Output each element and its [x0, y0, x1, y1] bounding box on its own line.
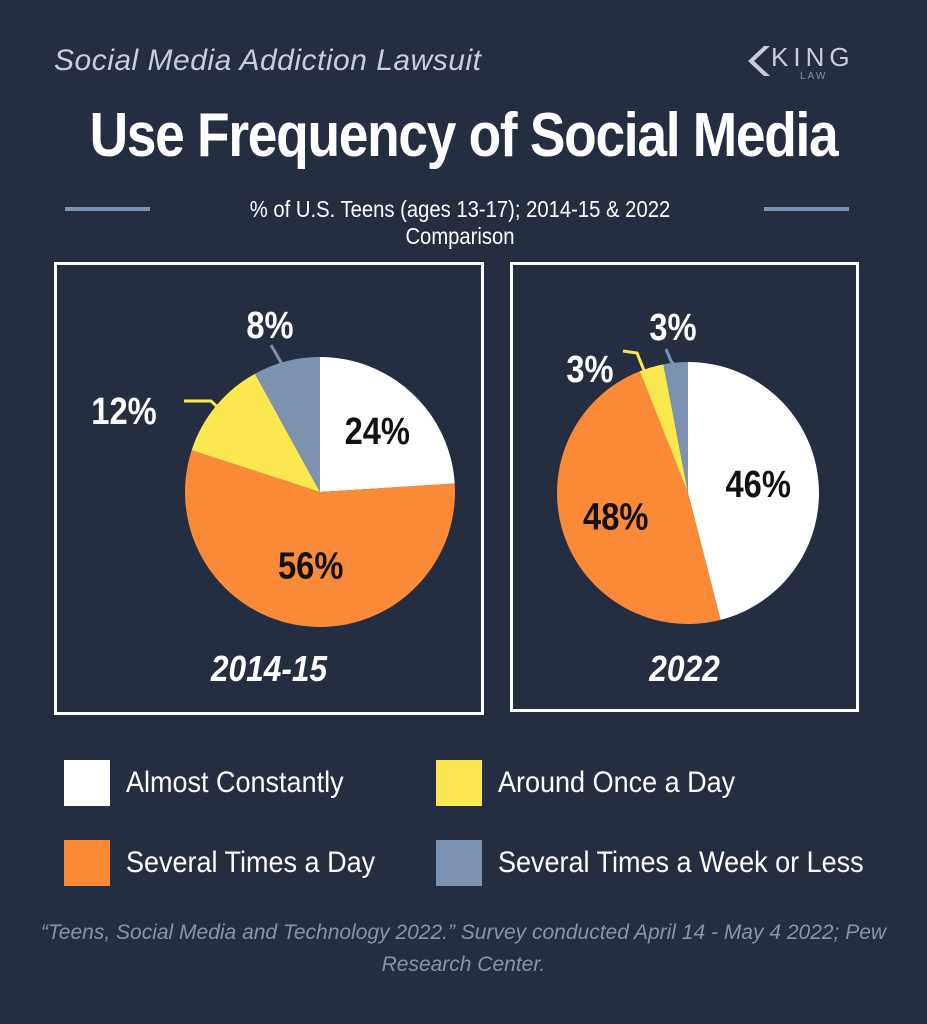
pie-slice-several-times-a-week-or-less — [254, 357, 320, 492]
chart-panel-2022: 46% 48% 3% 3% 2022 — [510, 262, 859, 712]
legend-label: Several Times a Day — [126, 846, 376, 879]
pie-label-around-once-a-day: 12% — [91, 390, 156, 433]
pie-label-several-times-a-day: 56% — [278, 544, 343, 587]
legend-swatch — [64, 760, 110, 806]
source-citation: “Teens, Social Media and Technology 2022… — [40, 921, 887, 976]
pie-label-almost-constantly: 46% — [725, 463, 790, 506]
legend-swatch — [436, 840, 482, 886]
chart-year-label: 2014-15 — [210, 648, 328, 689]
chevron-left-icon — [748, 46, 770, 76]
subtitle: % of U.S. Teens (ages 13-17); 2014-15 & … — [249, 196, 671, 249]
pie-slice-around-once-a-day — [639, 364, 688, 493]
chart-panel-2014-15: 24% 56% 12% 8% 2014-15 — [54, 262, 484, 715]
subtitle-rule-right — [764, 207, 849, 211]
pie-slice-around-once-a-day — [191, 373, 320, 492]
legend-label: Several Times a Week or Less — [498, 846, 864, 879]
chart-year-label: 2022 — [649, 648, 720, 689]
pie-chart-2014-15: 24% 56% 12% 8% — [91, 304, 455, 627]
pie-label-almost-constantly: 24% — [345, 410, 410, 453]
legend-swatch — [64, 840, 110, 886]
leader-line — [269, 344, 288, 368]
legend-label: Around Once a Day — [498, 766, 736, 799]
page-title: Use Frequency of Social Media — [89, 101, 839, 170]
leader-line — [664, 348, 678, 368]
logo-word: KING — [771, 42, 855, 72]
pie-label-several-times-a-week-or-less: 8% — [246, 304, 293, 347]
logo-sub: LAW — [800, 71, 828, 82]
legend-label: Almost Constantly — [126, 766, 344, 799]
pie-label-several-times-a-day: 48% — [583, 495, 648, 538]
pie-label-several-times-a-week-or-less: 3% — [649, 306, 696, 349]
subtitle-row: % of U.S. Teens (ages 13-17); 2014-15 & … — [0, 194, 927, 249]
pie-slice-several-times-a-week-or-less — [663, 362, 688, 493]
pie-slice-several-times-a-day — [557, 371, 721, 624]
subtitle-rule-left — [65, 207, 150, 211]
pie-label-around-once-a-day: 3% — [566, 348, 613, 391]
legend-swatch — [436, 760, 482, 806]
king-law-logo: KING LAW — [746, 42, 856, 84]
pie-slice-almost-constantly — [320, 357, 455, 492]
leader-line — [184, 399, 221, 410]
pie-slice-several-times-a-day — [185, 450, 455, 627]
pie-chart-2022: 46% 48% 3% 3% — [557, 306, 819, 624]
leader-line — [622, 349, 653, 375]
pie-slice-almost-constantly — [688, 362, 819, 620]
kicker-text: Social Media Addiction Lawsuit — [54, 44, 482, 77]
